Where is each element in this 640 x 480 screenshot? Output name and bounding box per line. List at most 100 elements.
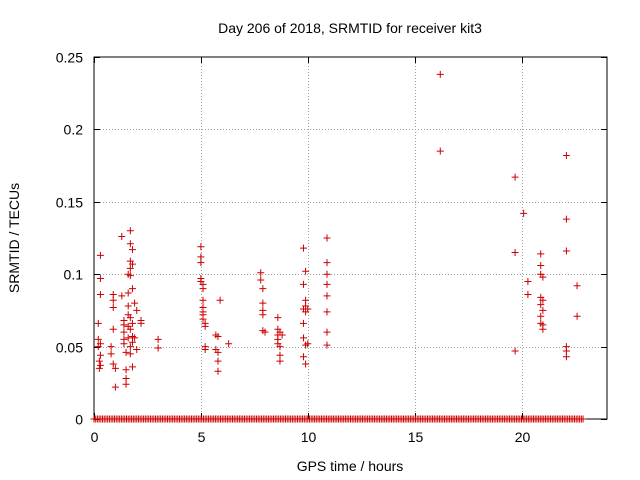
data-point [323,341,331,349]
data-point [118,292,126,300]
x-tick-label: 15 [408,429,424,445]
data-point [109,296,117,304]
data-point [299,244,307,252]
data-point [133,345,141,353]
data-point [261,328,269,336]
data-points [90,70,587,423]
data-point [436,147,444,155]
data-point [128,338,136,346]
data-point [257,276,265,284]
data-point [257,269,265,277]
data-point [96,351,104,359]
data-point [302,360,310,368]
data-point [96,340,104,348]
data-point [520,209,528,217]
data-point [197,259,205,267]
y-tick-label: 0 [75,412,83,428]
data-point [107,350,115,358]
data-point [111,383,119,391]
data-point [137,319,145,327]
data-point [539,296,547,304]
data-point [126,325,134,333]
data-point [524,277,532,285]
y-tick-label: 0.15 [56,195,83,211]
data-point [199,285,207,293]
x-tick-label: 20 [515,429,531,445]
data-point [109,360,117,368]
data-point [109,304,117,312]
data-point [128,363,136,371]
data-point [124,334,132,342]
data-point [120,321,128,329]
data-point [109,325,117,333]
data-point [214,357,222,365]
data-point [111,364,119,372]
data-point [537,262,545,270]
y-tick-label: 0.1 [64,267,84,283]
data-point [154,335,162,343]
data-point [511,347,519,355]
data-point [436,70,444,78]
data-point [131,299,139,307]
data-point [133,306,141,314]
data-point [131,334,139,342]
data-point [122,366,130,374]
data-point [201,322,209,330]
data-point [126,343,134,351]
data-point [299,334,307,342]
x-axis-label: GPS time / hours [297,458,404,474]
data-point [323,259,331,267]
zero-data-point [579,415,587,423]
data-point [199,296,207,304]
data-point [323,308,331,316]
data-point [259,285,267,293]
data-point [539,325,547,333]
data-point [214,348,222,356]
data-point [562,353,570,361]
data-point [299,319,307,327]
data-point [126,314,134,322]
data-point [276,357,284,365]
y-axis-label: SRMTID / TECUs [6,183,22,293]
data-point [323,292,331,300]
data-point [539,273,547,281]
x-tick-label: 0 [91,429,99,445]
data-point [274,314,282,322]
data-point [225,340,233,348]
data-point [276,343,284,351]
data-point [304,340,312,348]
data-point [259,311,267,319]
y-tick-label: 0.05 [56,340,83,356]
data-point [323,234,331,242]
y-tick-label: 0.25 [56,50,83,66]
data-point [524,290,532,298]
data-point [511,173,519,181]
data-point [216,296,224,304]
data-point [323,328,331,336]
data-point [96,290,104,298]
data-point [95,364,103,372]
data-point [214,332,222,340]
grid [94,57,607,419]
data-point [126,240,134,248]
x-tick-label: 10 [301,429,317,445]
data-point [122,380,130,388]
data-point [128,319,136,327]
data-point [94,335,102,343]
data-point [199,315,207,323]
data-point [120,328,128,336]
y-tick-label: 0.2 [64,122,84,138]
data-point [124,289,132,297]
data-point [201,345,209,353]
data-point [304,305,312,313]
data-point [302,267,310,275]
data-point [539,306,547,314]
data-point [94,319,102,327]
data-point [299,353,307,361]
data-point [259,299,267,307]
data-point [214,367,222,375]
data-point [126,264,134,272]
data-point [323,280,331,288]
